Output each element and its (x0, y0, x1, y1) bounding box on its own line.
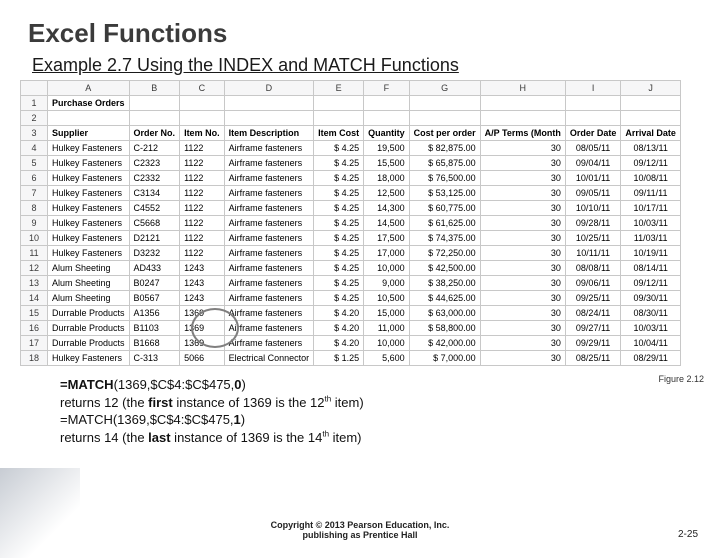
page-number: 2-25 (678, 529, 698, 540)
corner-gradient (0, 468, 80, 558)
figure-label: Figure 2.12 (658, 374, 704, 384)
formula-explanation: =MATCH(1369,$C$4:$C$475,0) returns 12 (t… (60, 376, 720, 446)
copyright: Copyright © 2013 Pearson Education, Inc.… (0, 520, 720, 540)
slide-title: Excel Functions (28, 18, 720, 49)
example-subtitle: Example 2.7 Using the INDEX and MATCH Fu… (32, 55, 720, 76)
spreadsheet: ABCDEFGHIJ1Purchase Orders23SupplierOrde… (20, 80, 700, 366)
